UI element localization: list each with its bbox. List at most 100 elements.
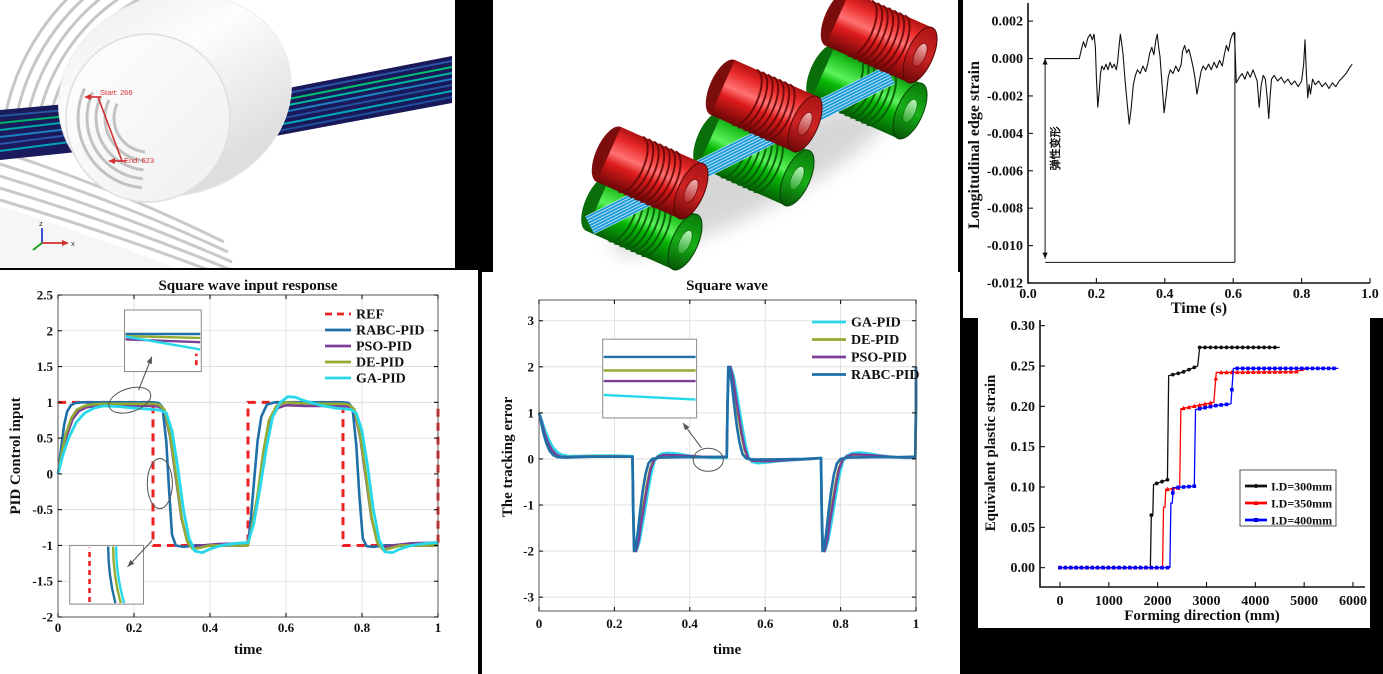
y-tick-label: 0.05 [1011,521,1036,536]
panel-roll-forming-assembly [493,0,958,272]
data-marker [1326,366,1331,371]
data-marker [1208,400,1213,405]
legend-marker [1254,484,1258,488]
x-axis-label: time [234,642,263,658]
data-marker [1203,405,1207,410]
x-tick-label: 0.4 [682,616,699,631]
callout-ellipse [146,458,173,510]
callout-ellipse [108,386,152,414]
x-tick-label: 0.8 [1293,287,1311,302]
y-tick-label: -2 [42,610,53,625]
data-marker [1218,369,1224,375]
x-tick-label: 5000 [1290,594,1318,609]
x-tick-label: 1000 [1095,594,1123,609]
inset-trace [125,334,201,340]
data-marker [1171,491,1175,495]
y-tick-label: 0.5 [37,431,54,446]
data-marker [1160,479,1164,484]
dimension-annotation: Start: 266 End: 623 [84,88,154,165]
annotation-3 [1042,58,1048,259]
data-marker [1101,565,1105,570]
y-tick-label: -0.006 [987,164,1023,179]
legend-marker [1254,518,1258,522]
series-layer [56,395,440,555]
y-tick-label: -2 [523,544,534,559]
x-tick-label: 2000 [1144,594,1172,609]
equivalent-plastic-strain-chart: 0 1000 2000 3000 4000 5000 6000 0.00 0.05 0.10 0.1… [978,318,1370,628]
chart-render-layer: 0 0.2 0.4 0.6 0.8 1 -3 -2 -1 0 1 2 3 GA-PID DE-PID PSO-… [523,299,919,631]
data-marker [1074,565,1078,570]
data-marker [1138,565,1143,570]
data-marker [1294,366,1299,371]
data-marker [1063,565,1068,570]
data-marker [1213,375,1219,381]
chart-legend: I.D=300mm I.D=350mm I.D=400mm [1239,469,1337,528]
x-tick-label: 4000 [1241,594,1269,609]
y-tick-label: -0.010 [987,239,1023,254]
y-tick-label: -1 [42,538,53,553]
data-marker [1213,403,1218,408]
plot-border [57,294,439,618]
data-marker [1213,345,1218,350]
tick-labels: 0 0.2 0.4 0.6 0.8 1 -3 -2 -1 0 1 2 3 [523,313,919,631]
data-marker [1122,565,1127,570]
y-tick-label: -0.012 [987,277,1023,292]
legend-label-ga-pid: GA-PID [356,372,406,387]
y-tick-label: 0.30 [1011,319,1036,334]
data-marker [1186,404,1192,410]
data-marker [1251,345,1256,350]
plot-area [1028,3,1370,283]
inset-trace [106,546,117,604]
tick-labels: 0 0.2 0.4 0.6 0.8 1 -2 -1.5 -1 -0.5 0 0.5 1 1.5 2 2.5 [32,288,441,636]
inset-box-1 [602,338,698,419]
legend-label-pso-pid: PSO-PID [851,351,907,366]
data-marker [1187,484,1191,489]
data-marker [1176,371,1181,376]
data-marker [1203,345,1207,350]
series-layer [1044,31,1353,125]
panel-equivalent-plastic-strain: 0 1000 2000 3000 4000 5000 6000 0.00 0.05 0.10 0.1… [978,318,1370,628]
data-marker [1154,481,1159,486]
data-marker [1133,565,1138,570]
tick-labels: 0.0 0.2 0.4 0.6 0.8 1.0 0.002 0.000 -0.002 -0.004… [987,15,1379,302]
data-marker [1192,365,1197,370]
data-marker [1192,403,1197,409]
data-marker [1197,402,1202,407]
y-tick-label: -1 [523,498,534,513]
callout-arrow-head [146,356,152,365]
y-tick-label: -3 [523,590,534,605]
y-tick-label: 0 [528,451,535,466]
y-tick-label: 0 [47,466,54,481]
data-marker [1154,565,1159,570]
data-marker [1240,345,1245,350]
roller-groove-rings [76,87,146,190]
upper-roller-front-face [65,33,231,203]
data-marker [1165,565,1170,570]
data-marker [1332,366,1336,371]
data-marker [1267,366,1272,371]
y-tick-label: 1.5 [37,359,54,374]
dimension-start-label: Start: 266 [100,88,133,97]
data-marker [1288,369,1294,374]
data-marker [1165,486,1170,492]
y-tick-label: 1 [47,395,54,410]
data-marker [1256,369,1262,374]
tick-marks [538,300,917,611]
y-axis-label: Longitudinal edge strain [966,61,983,229]
x-axis-label: Forming direction (mm) [1124,608,1280,624]
data-marker [1085,565,1089,570]
roll-forming-assembly-view [493,0,958,272]
data-marker [1256,366,1261,371]
data-marker [1197,345,1202,350]
y-tick-label: 0.25 [1011,359,1036,374]
longitudinal-edge-strain-chart: 弹性变形 0.0 0.2 0.4 0.6 0.8 1.0 0.002 0.000 -0.002 -0… [963,0,1383,318]
callout-arrow-head [683,423,690,431]
data-marker [1208,404,1213,409]
x-tick-label: 0.4 [1156,287,1174,302]
y-tick-label: -0.004 [987,127,1023,142]
square-wave-tracking-error-chart: 0 0.2 0.4 0.6 0.8 1 -3 -2 -1 0 1 2 3 GA-PID DE-PID PSO-… [482,272,960,674]
data-marker [1310,366,1315,371]
data-marker [1176,485,1180,490]
data-marker [1305,366,1309,371]
